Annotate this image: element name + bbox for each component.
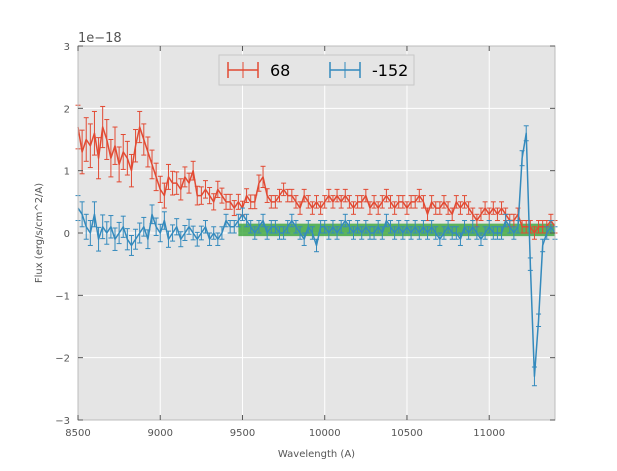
series-1 <box>75 125 558 387</box>
x-tick-label-2: 9500 <box>230 428 255 439</box>
y-tick-label-4: 1 <box>64 167 70 178</box>
legend-label-1: -152 <box>372 61 408 80</box>
series-layer <box>75 104 558 387</box>
ticks: 8500 9000 9500 10000 10500 11000 −3 −2 −1 0 1 2 3 <box>55 42 555 439</box>
legend: 68 -152 <box>218 54 415 86</box>
y-tick-label-0: −3 <box>55 416 70 427</box>
y-axis-label: Flux (erg/s/cm^2/A) <box>34 183 45 283</box>
y-tick-label-6: 3 <box>64 42 70 53</box>
y-tick-label-3: 0 <box>64 229 70 240</box>
y-offset-text: 1e−18 <box>78 31 122 46</box>
legend-label-0: 68 <box>270 61 290 80</box>
y-tick-label-1: −2 <box>55 354 70 365</box>
y-tick-label-5: 2 <box>64 104 70 115</box>
series-line-0 <box>77 126 556 234</box>
x-axis-label: Wavelength (A) <box>278 449 355 460</box>
x-tick-label-4: 10500 <box>391 428 423 439</box>
x-tick-label-0: 8500 <box>65 428 90 439</box>
x-tick-label-5: 11000 <box>473 428 505 439</box>
y-tick-label-2: −1 <box>55 291 70 302</box>
series-line-1 <box>77 132 556 378</box>
x-tick-label-3: 10000 <box>309 428 341 439</box>
x-tick-label-1: 9000 <box>148 428 173 439</box>
